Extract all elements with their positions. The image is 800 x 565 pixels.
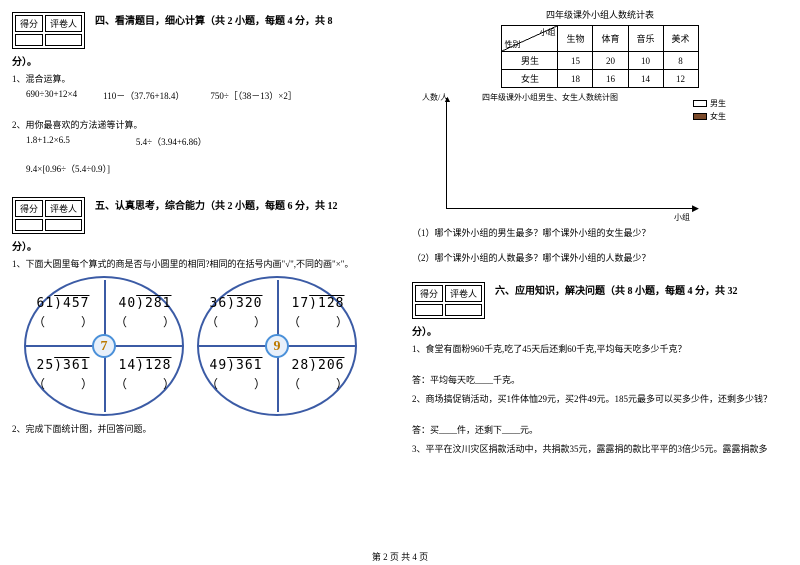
cell: 10 bbox=[628, 52, 663, 70]
question-2: （2）哪个课外小组的人数最多？哪个课外小组的人数最少？ bbox=[412, 251, 788, 264]
grader-label: 评卷人 bbox=[45, 15, 82, 32]
s4-p1-item-3: 750÷［（38－13）×2］ bbox=[210, 89, 297, 102]
row-label: 女生 bbox=[502, 70, 558, 88]
section-4-title-cont: 分）。 bbox=[12, 53, 388, 68]
s6-a1: 答：平均每天吃____千克。 bbox=[412, 373, 788, 386]
circle-diagram-1: 7 61)457（ ） 40)281（ ） 25)361（ ） 14)128（ … bbox=[22, 276, 187, 416]
col-header: 美术 bbox=[663, 26, 698, 52]
stat-table: 小组性别 生物 体育 音乐 美术 男生 15 20 10 8 女生 18 16 … bbox=[501, 25, 698, 88]
s6-p3: 3、平平在汶川灾区捐款活动中，共捐款35元，露露捐的款比平平的3倍少5元。露露捐… bbox=[412, 442, 788, 455]
score-box-4: 得分评卷人 bbox=[12, 12, 85, 49]
bar-chart-area: 人数/人 四年级课外小组男生、女生人数统计图 ▲ ▶ 小组 男生 女生 bbox=[422, 92, 732, 222]
circle-diagram-2: 9 36)320（ ） 17)128（ ） 49)361（ ） 28)206（ … bbox=[195, 276, 360, 416]
s4-p2-r1-1: 1.8+1.2×6.5 bbox=[26, 135, 70, 148]
question-1: （1）哪个课外小组的男生最多？哪个课外小组的女生最少？ bbox=[412, 226, 788, 239]
circle-1-center: 7 bbox=[92, 334, 116, 358]
chart-legend: 男生 女生 bbox=[693, 98, 726, 124]
score-box-6: 得分评卷人 bbox=[412, 282, 485, 319]
chart-x-label: 小组 bbox=[674, 212, 690, 223]
col-header: 音乐 bbox=[628, 26, 663, 52]
arrow-right-icon: ▶ bbox=[692, 203, 699, 214]
page-footer: 第 2 页 共 4 页 bbox=[0, 550, 800, 563]
cell: 14 bbox=[628, 70, 663, 88]
s4-p2-r2: 9.4×[0.96÷（5.4÷0.9）] bbox=[26, 162, 388, 175]
s4-p1-label: 1、混合运算。 bbox=[12, 72, 388, 85]
cell: 15 bbox=[558, 52, 593, 70]
section-6-title: 六、应用知识，解决问题（共 8 小题，每题 4 分，共 32 bbox=[495, 282, 738, 297]
section-4-title: 四、看清题目，细心计算（共 2 小题，每题 4 分，共 8 bbox=[95, 12, 333, 27]
stat-table-title: 四年级课外小组人数统计表 bbox=[412, 8, 788, 21]
stat-table-diag: 小组性别 bbox=[502, 26, 558, 52]
score-box-5: 得分评卷人 bbox=[12, 197, 85, 234]
section-5-title-cont: 分）。 bbox=[12, 238, 388, 253]
s5-p2: 2、完成下面统计图，并回答问题。 bbox=[12, 422, 388, 435]
cell: 12 bbox=[663, 70, 698, 88]
score-label: 得分 bbox=[15, 15, 43, 32]
s4-p2-r1-2: 5.4÷（3.94+6.86） bbox=[136, 135, 207, 148]
section-5-title: 五、认真思考，综合能力（共 2 小题，每题 6 分，共 12 bbox=[95, 197, 338, 212]
chart-title: 四年级课外小组男生、女生人数统计图 bbox=[482, 92, 618, 103]
s6-p1: 1、食堂有面粉960千克,吃了45天后还剩60千克,平均每天吃多少千克？ bbox=[412, 342, 788, 355]
s4-p1-item-1: 690÷30+12×4 bbox=[26, 89, 77, 102]
s4-p1-item-2: 110－（37.76+18.4） bbox=[103, 89, 184, 102]
arrow-up-icon: ▲ bbox=[443, 94, 452, 104]
row-label: 男生 bbox=[502, 52, 558, 70]
cell: 16 bbox=[593, 70, 628, 88]
circle-2-center: 9 bbox=[265, 334, 289, 358]
s5-p1: 1、下面大圆里每个算式的商是否与小圆里的相同?相同的在括号内画"√",不同的画"… bbox=[12, 257, 388, 270]
cell: 8 bbox=[663, 52, 698, 70]
s6-a2: 答：买____件，还剩下____元。 bbox=[412, 423, 788, 436]
col-header: 体育 bbox=[593, 26, 628, 52]
cell: 18 bbox=[558, 70, 593, 88]
s4-p2-label: 2、用你最喜欢的方法递等计算。 bbox=[12, 118, 388, 131]
s6-p2: 2、商场搞促销活动，买1件体恤29元，买2件49元。185元最多可以买多少件，还… bbox=[412, 392, 788, 405]
section-6-title-cont: 分）。 bbox=[412, 323, 788, 338]
col-header: 生物 bbox=[558, 26, 593, 52]
cell: 20 bbox=[593, 52, 628, 70]
